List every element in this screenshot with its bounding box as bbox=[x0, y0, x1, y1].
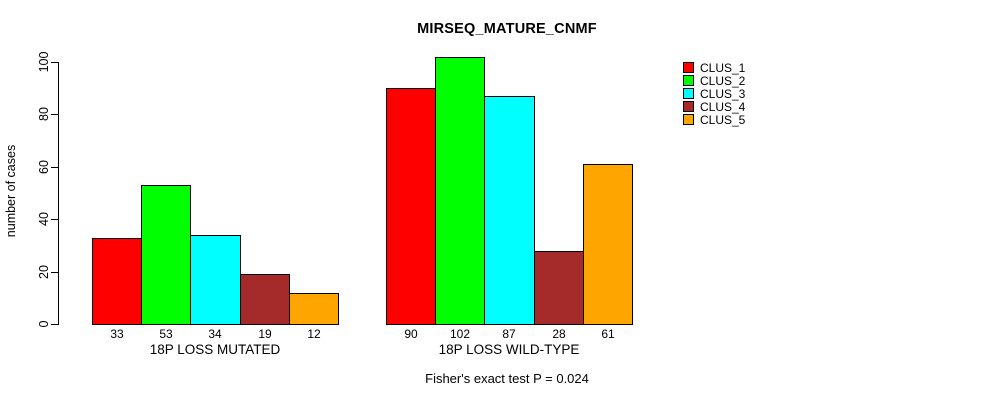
bar-clus_4-1 bbox=[240, 274, 290, 325]
y-axis-title: number of cases bbox=[4, 144, 18, 238]
legend-label-clus_2: CLUS_2 bbox=[700, 74, 746, 88]
bar-clus_2-2 bbox=[435, 57, 485, 325]
y-tick bbox=[51, 114, 58, 115]
bar-value-label: 28 bbox=[552, 327, 566, 341]
y-tick bbox=[51, 324, 58, 325]
y-tick bbox=[51, 167, 58, 168]
bar-value-label: 34 bbox=[208, 327, 222, 341]
y-tick-label: 60 bbox=[37, 160, 51, 174]
bar-value-label: 53 bbox=[159, 327, 173, 341]
bar-value-label: 87 bbox=[502, 327, 516, 341]
bar-clus_2-1 bbox=[141, 185, 191, 325]
y-tick-label: 20 bbox=[37, 265, 51, 279]
category-label: 18P LOSS MUTATED bbox=[149, 342, 281, 357]
y-tick-label: 0 bbox=[37, 320, 51, 328]
bar-clus_5-1 bbox=[289, 293, 339, 325]
legend-swatch-clus_4 bbox=[683, 101, 694, 112]
y-axis-line bbox=[58, 62, 59, 325]
legend-swatch-clus_3 bbox=[683, 88, 694, 99]
y-tick bbox=[51, 272, 58, 273]
y-tick bbox=[51, 62, 58, 63]
bar-clus_3-1 bbox=[190, 235, 241, 325]
bar-clus_3-2 bbox=[484, 96, 535, 325]
bar-clus_4-2 bbox=[534, 251, 584, 325]
legend-swatch-clus_2 bbox=[683, 75, 694, 86]
y-tick-label: 80 bbox=[37, 107, 51, 121]
annotation-text: Fisher's exact test P = 0.024 bbox=[425, 371, 589, 386]
category-label: 18P LOSS WILD-TYPE bbox=[438, 342, 580, 357]
legend-label-clus_4: CLUS_4 bbox=[700, 100, 746, 114]
legend-label-clus_3: CLUS_3 bbox=[700, 87, 746, 101]
y-tick-label: 100 bbox=[37, 51, 51, 73]
y-tick-label: 40 bbox=[37, 212, 51, 226]
legend-label-clus_1: CLUS_1 bbox=[700, 61, 746, 75]
bar-value-label: 19 bbox=[258, 327, 272, 341]
bar-clus_1-1 bbox=[92, 238, 142, 325]
legend-label-clus_5: CLUS_5 bbox=[700, 113, 746, 127]
bar-value-label: 33 bbox=[110, 327, 124, 341]
bar-value-label: 61 bbox=[601, 327, 615, 341]
bar-value-label: 90 bbox=[404, 327, 418, 341]
y-tick bbox=[51, 219, 58, 220]
bar-value-label: 12 bbox=[307, 327, 321, 341]
bar-clus_1-2 bbox=[386, 88, 436, 325]
legend-swatch-clus_1 bbox=[683, 62, 694, 73]
legend-swatch-clus_5 bbox=[683, 114, 694, 125]
bar-value-label: 102 bbox=[449, 327, 471, 341]
bar-clus_5-2 bbox=[583, 164, 633, 325]
chart-title: MIRSEQ_MATURE_CNMF bbox=[417, 21, 597, 37]
